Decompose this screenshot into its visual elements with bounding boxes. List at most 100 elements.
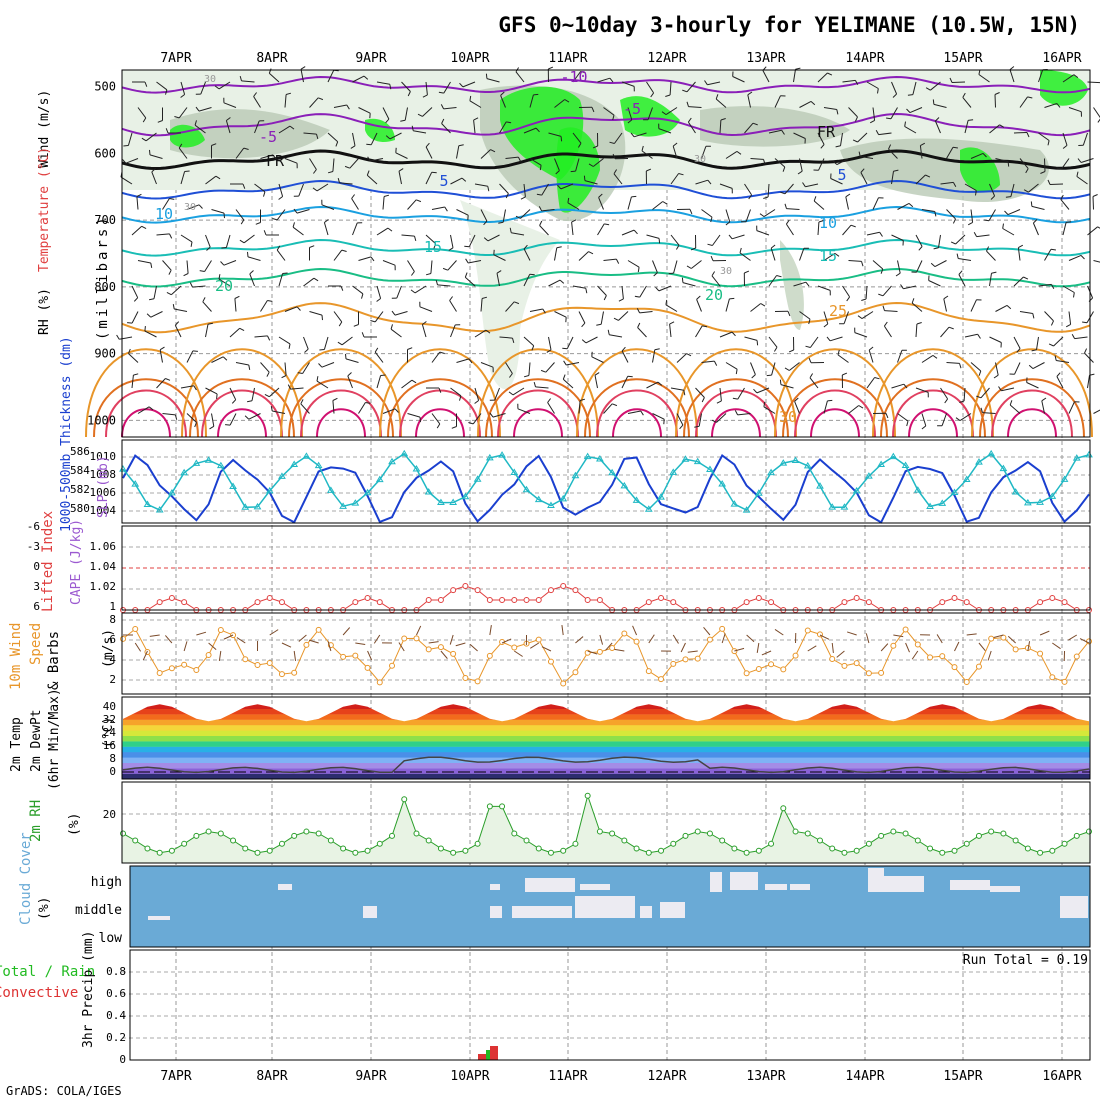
wind-barb-flag bbox=[485, 329, 491, 334]
wind-barb bbox=[854, 332, 868, 338]
wind-speed-line-marker bbox=[1073, 653, 1080, 660]
wind-barb bbox=[1026, 382, 1039, 389]
wind-barb-flag bbox=[998, 386, 1002, 391]
wind-barb-flag bbox=[603, 295, 607, 301]
wind-barb-10m bbox=[223, 634, 234, 640]
wind-barb-flag bbox=[293, 208, 298, 214]
wind-barb-flag bbox=[223, 213, 225, 219]
date-bottom-15APR: 15APR bbox=[943, 1069, 982, 1084]
wind-barb-flag bbox=[398, 168, 404, 172]
wind-barb-flag bbox=[458, 144, 464, 147]
wind-barb bbox=[205, 175, 217, 185]
pressure-tick-900: 900 bbox=[94, 347, 116, 361]
wind-barb-10m bbox=[440, 650, 448, 659]
wind-barb bbox=[407, 413, 421, 418]
wind-barb-flag bbox=[1056, 167, 1062, 170]
wind-barb bbox=[750, 158, 764, 160]
contour-diurnal-0-0 bbox=[85, 348, 207, 438]
wind-barb bbox=[1036, 336, 1039, 350]
wind-barb bbox=[836, 158, 849, 166]
lifted-index-line-marker bbox=[511, 597, 518, 603]
slp-line-marker bbox=[229, 482, 237, 489]
wind-barb bbox=[156, 81, 168, 91]
wind-barb-10m bbox=[746, 634, 755, 643]
slp-line-marker bbox=[926, 502, 934, 510]
lifted-index-line-marker bbox=[865, 599, 872, 606]
wind-barb bbox=[682, 282, 696, 287]
slp-line-marker bbox=[155, 505, 164, 513]
wind-barb-flag bbox=[410, 271, 415, 276]
wind-barb bbox=[316, 183, 329, 192]
wind-barb bbox=[180, 385, 194, 389]
wind-barb bbox=[268, 387, 280, 398]
wind-barb-10m bbox=[134, 642, 142, 652]
wind-barb-flag bbox=[1048, 343, 1054, 347]
wind-barb bbox=[156, 378, 166, 389]
wind-barb-flag bbox=[150, 262, 153, 268]
wind-barb-flag bbox=[390, 324, 393, 330]
wind-barb bbox=[774, 95, 781, 108]
wind-barb bbox=[578, 251, 589, 261]
p8-left-label-b: Convective bbox=[0, 985, 78, 1001]
rh-line-marker bbox=[132, 837, 139, 844]
wind-barb-flag bbox=[439, 351, 445, 354]
wind-barb-flag bbox=[904, 121, 906, 127]
wind-barb bbox=[562, 378, 574, 389]
contour-diurnal-1-1 bbox=[189, 378, 295, 438]
contour-diurnal-6-2 bbox=[695, 389, 777, 438]
wind-barb bbox=[425, 172, 433, 185]
wind-barb-flag bbox=[577, 142, 582, 148]
slp-line-marker bbox=[779, 459, 788, 466]
wind-speed-line-marker bbox=[474, 678, 481, 685]
slp-line-marker bbox=[485, 453, 494, 461]
cloud-cell-19 bbox=[148, 916, 170, 920]
wind-barb-10m bbox=[632, 625, 638, 636]
p3-left-label: Lifted Index bbox=[40, 511, 56, 612]
rh-line-marker bbox=[352, 849, 359, 856]
wind-speed-line-marker bbox=[303, 641, 310, 648]
wind-barb-flag bbox=[784, 367, 790, 371]
wind-barb-10m bbox=[428, 641, 439, 644]
wind-barb bbox=[958, 274, 966, 287]
wind-barb-flag bbox=[999, 124, 1005, 128]
wind-barb-flag bbox=[444, 206, 448, 212]
contour-label-6: 5 bbox=[837, 166, 846, 184]
rh-line-marker bbox=[914, 837, 921, 844]
wind-barb-flag bbox=[813, 196, 817, 202]
contour-diurnal-2-0 bbox=[280, 348, 402, 438]
contour-label-4: FR bbox=[817, 123, 836, 141]
wind-barb-flag bbox=[795, 67, 801, 70]
wind-barb-flag bbox=[1028, 364, 1034, 369]
contour-diurnal-3-3 bbox=[415, 408, 465, 438]
rh-line-marker bbox=[168, 847, 175, 854]
wind-barb bbox=[566, 362, 580, 366]
wind-barb bbox=[376, 285, 382, 299]
lifted-index-line-marker bbox=[743, 599, 750, 606]
wind-barb-10m bbox=[298, 634, 307, 642]
wind-barb-flag bbox=[984, 219, 990, 222]
wind-barb bbox=[327, 132, 339, 143]
wind-barb bbox=[560, 183, 574, 190]
wind-barb-flag bbox=[148, 406, 154, 411]
lifted-index-line-marker bbox=[499, 597, 506, 603]
wind-barb bbox=[162, 198, 170, 210]
wind-barb-10m bbox=[455, 642, 466, 647]
wind-barb-flag bbox=[316, 376, 319, 382]
date-bottom-9APR: 9APR bbox=[355, 1069, 386, 1084]
wind-speed-line-marker bbox=[609, 645, 616, 652]
p8-left-label-a: Total / Rain bbox=[0, 964, 95, 980]
wind-barb bbox=[1019, 158, 1029, 169]
panel-frame-4 bbox=[121, 612, 1091, 695]
wind-barb bbox=[737, 387, 745, 400]
wind-barb bbox=[603, 107, 615, 116]
wind-barb-flag bbox=[149, 149, 151, 155]
wind-barb bbox=[890, 107, 898, 120]
wind-barb-flag bbox=[300, 399, 304, 405]
slp-line-marker bbox=[339, 502, 347, 509]
contour-label-17: 30 bbox=[184, 202, 196, 213]
wind-barb bbox=[431, 351, 441, 363]
wind-barb-flag bbox=[489, 412, 494, 418]
wind-barb bbox=[186, 413, 197, 423]
rh-line-marker bbox=[303, 828, 310, 835]
contour-diurnal-9-3 bbox=[1007, 408, 1057, 438]
